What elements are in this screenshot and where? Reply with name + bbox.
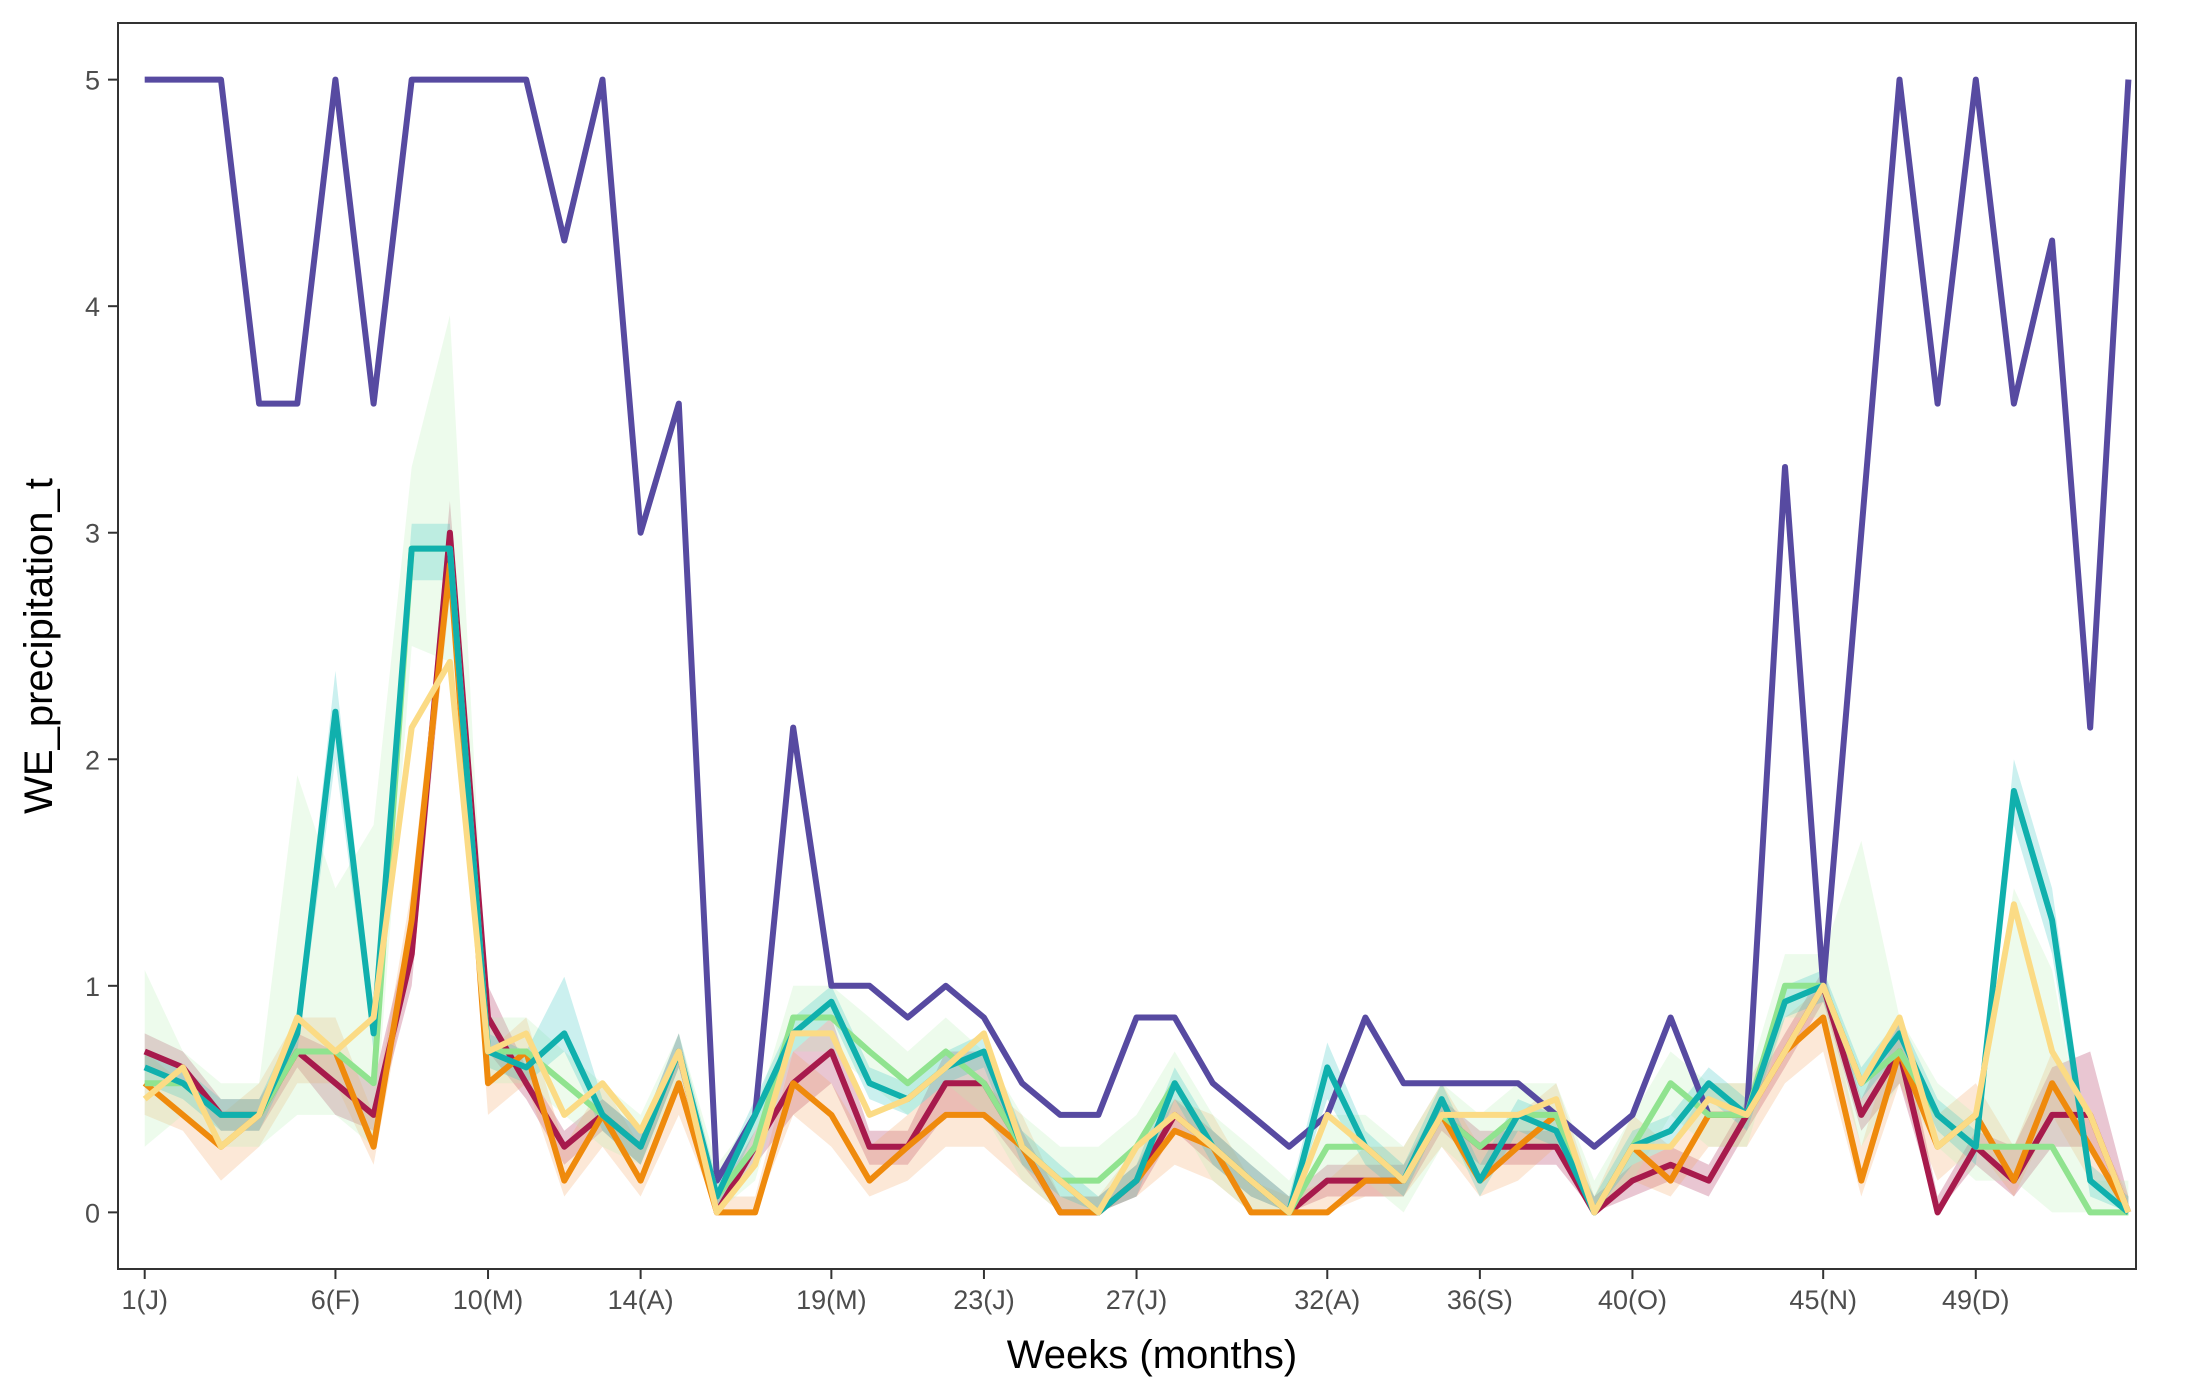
series-line-6 [142,658,2132,1216]
x-tick-label: 1(J) [121,1285,168,1315]
y-axis-title: WE_precipitation_t [17,478,61,814]
x-tick-label: 10(M) [453,1285,524,1315]
series-band-3 [144,532,2129,1213]
y-tick-label: 4 [85,292,100,322]
x-tick-label: 49(D) [1942,1285,2010,1315]
series-line-5 [143,545,2131,1216]
x-tick-label: 40(O) [1598,1285,1667,1315]
x-tick-label: 23(J) [953,1285,1015,1315]
x-tick-label: 6(F) [311,1285,361,1315]
series-lines [142,76,2132,1216]
x-tick-label: 14(A) [608,1285,674,1315]
y-tick-label: 0 [85,1198,100,1228]
y-axis-ticks: 0 1 2 3 4 5 [85,66,118,1228]
y-tick-label: 2 [85,745,100,775]
y-tick-label: 5 [85,66,100,96]
x-axis-title: Weeks (months) [1007,1333,1297,1377]
y-tick-label: 3 [85,519,100,549]
series-line-1 [144,76,2132,1184]
x-tick-label: 27(J) [1106,1285,1168,1315]
x-tick-label: 19(M) [796,1285,867,1315]
y-tick-label: 1 [85,972,100,1002]
x-tick-label: 45(N) [1789,1285,1857,1315]
x-axis-ticks: 1(J) 6(F) 10(M) 14(A) 19(M) 23(J) 27(J) 32(A) 36… [121,1269,2010,1315]
x-tick-label: 36(S) [1447,1285,1513,1315]
x-tick-label: 32(A) [1294,1285,1360,1315]
